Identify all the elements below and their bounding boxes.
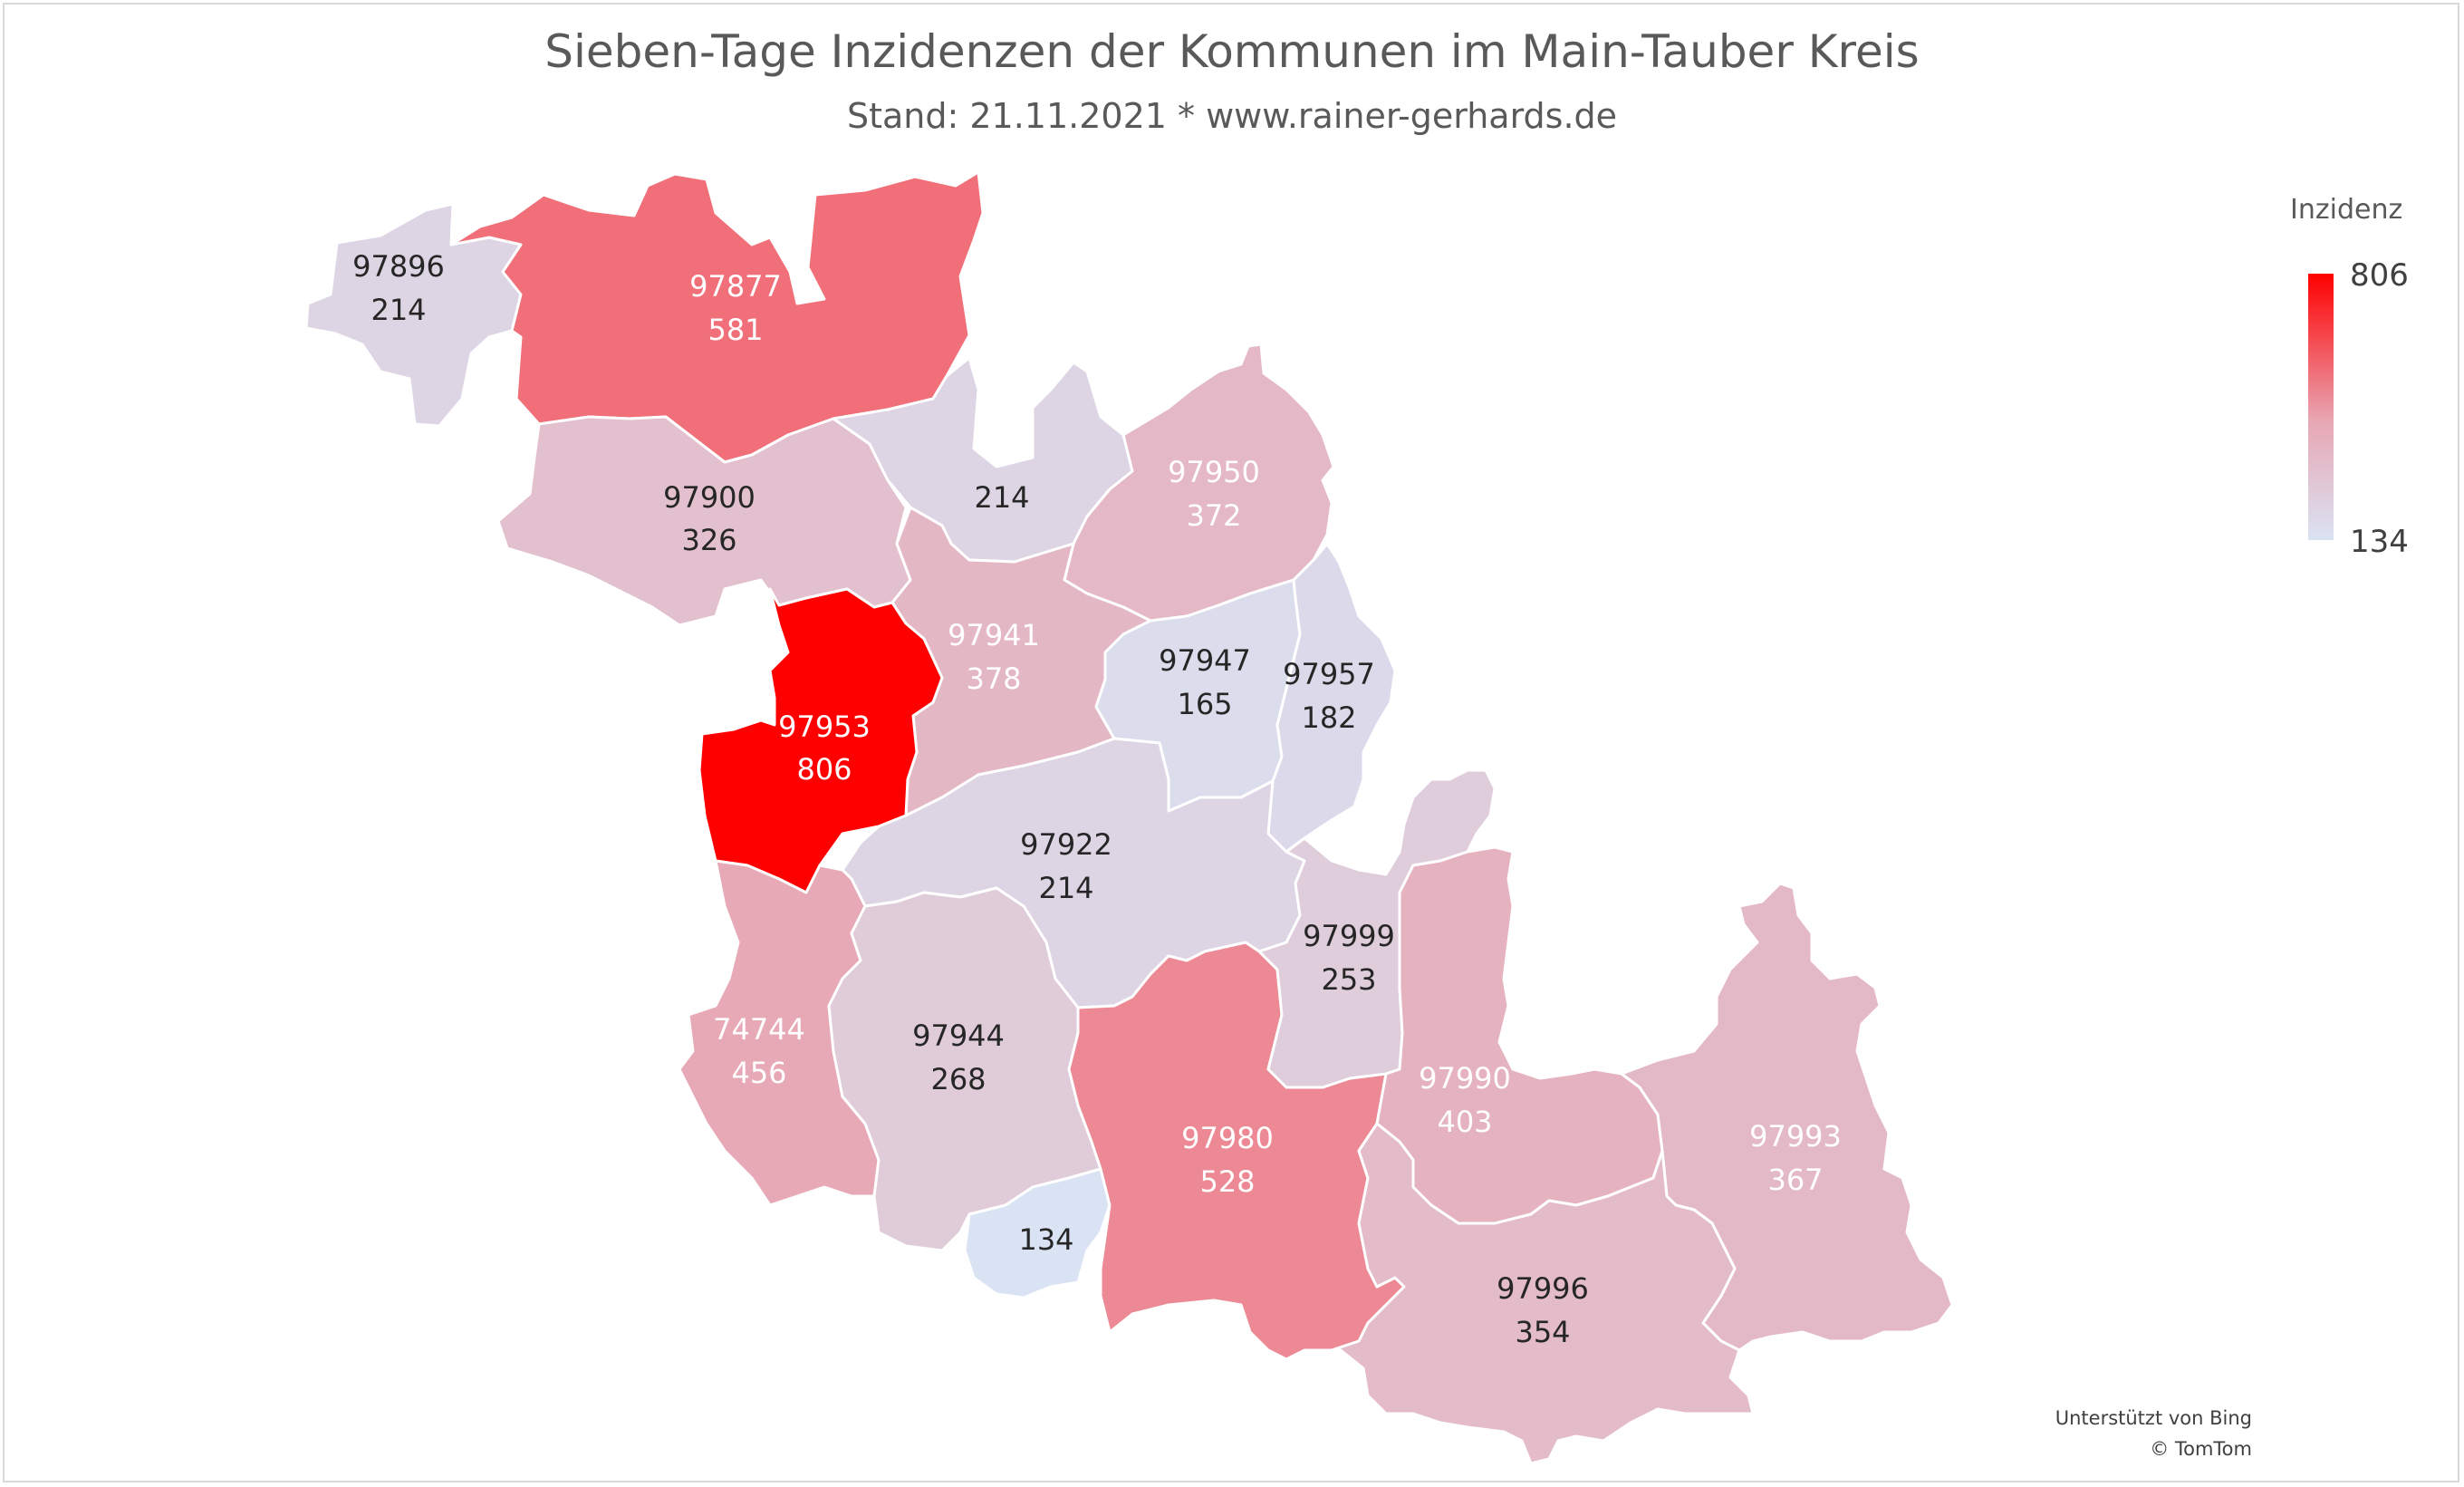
attribution-bing: Unterstützt von Bing [2055,1407,2252,1429]
region-97999: 97999 253 [1257,768,1497,1089]
region-97953: 97953 806 [698,587,944,894]
label-value-97877: 581 [707,313,763,347]
label-plz-97999: 97999 [1303,919,1395,953]
label-value-97957: 182 [1301,700,1356,735]
region-97996: 97996 354 [1330,1122,1755,1465]
label-value-97947: 165 [1177,687,1232,721]
label-plz-97990: 97990 [1419,1061,1511,1096]
label-value-97896: 214 [371,293,426,327]
region-97950: 97950 372 [1063,343,1335,623]
label-plz-97980: 97980 [1181,1121,1274,1155]
region-97896: 97896 214 [304,202,523,428]
label-value-97990: 403 [1437,1105,1492,1139]
legend-max-label: 806 [2350,257,2409,294]
label-plz-97947: 97947 [1159,643,1251,678]
label-value-97950: 372 [1186,498,1241,533]
region-97990: 97990 403 [1375,845,1664,1225]
region-97957: 97957 182 [1266,542,1397,854]
label-value-97922: 214 [1038,871,1093,905]
legend-min-label: 134 [2350,524,2409,560]
label-plz-97950: 97950 [1168,455,1260,489]
legend-color-ramp [2308,274,2334,540]
legend-title: Inzidenz [2290,194,2403,226]
map-title: Sieben-Tage Inzidenzen der Kommunen im M… [544,25,1920,78]
label-value-97953: 806 [796,752,852,787]
region-134-south: 134 [963,1167,1112,1299]
label-value-97944: 268 [930,1062,986,1096]
label-value-97996: 354 [1515,1315,1570,1349]
region-97922: 97922 214 [841,737,1306,1009]
label-value-74744: 456 [731,1056,786,1090]
region-214-north: 214 [832,356,1134,564]
label-plz-74744: 74744 [713,1012,805,1047]
label-value-97993: 367 [1767,1163,1823,1197]
label-plz-97996: 97996 [1497,1271,1589,1306]
region-97877: 97877 581 [449,170,985,464]
label-plz-97993: 97993 [1749,1119,1842,1154]
label-value-97941: 378 [966,661,1021,696]
label-value-134-south: 134 [1018,1222,1073,1257]
label-plz-97957: 97957 [1283,657,1375,691]
map-attribution: Unterstützt von Bing © TomTom [2055,1403,2252,1464]
label-plz-97896: 97896 [352,249,445,284]
label-plz-97944: 97944 [912,1019,1005,1053]
label-value-214-north: 214 [974,480,1029,515]
label-plz-97941: 97941 [948,618,1040,652]
attribution-tomtom: © TomTom [2150,1438,2252,1460]
label-plz-97900: 97900 [663,480,756,515]
label-plz-97877: 97877 [689,269,782,304]
label-value-97980: 528 [1199,1164,1255,1199]
map-subtitle: Stand: 21.11.2021 * www.rainer-gerhards.… [846,96,1618,136]
label-plz-97953: 97953 [778,710,871,744]
label-value-97999: 253 [1321,962,1376,997]
label-plz-97922: 97922 [1020,827,1112,862]
label-value-97900: 326 [681,523,736,557]
